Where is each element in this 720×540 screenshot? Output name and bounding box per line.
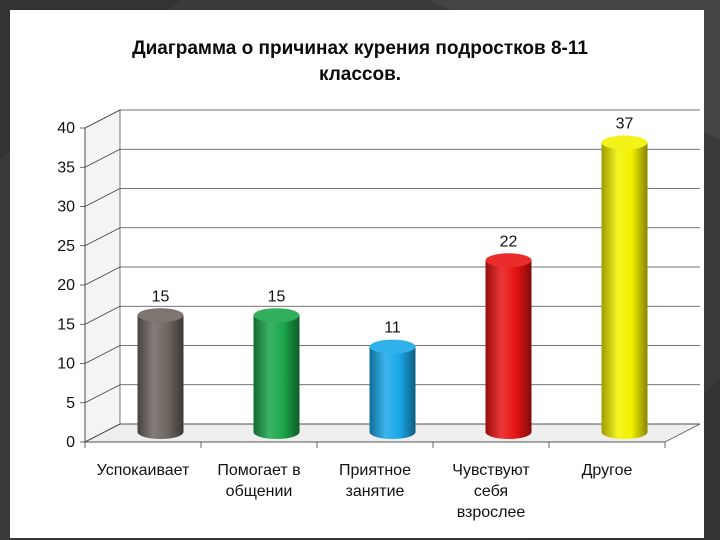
y-tick-label: 35	[57, 159, 75, 176]
y-tick-label: 30	[57, 199, 75, 216]
y-tick-label: 5	[66, 395, 75, 412]
x-tick-label: Приятное занятие	[339, 462, 411, 500]
bar-body	[369, 346, 416, 439]
data-label: 15	[152, 288, 170, 305]
bar	[369, 339, 416, 439]
x-axis-labels: Успокаивает Помогает в общении Приятное заня…	[97, 462, 633, 521]
bars	[137, 135, 648, 440]
gridline-diagonal	[84, 148, 121, 168]
y-tick-label: 25	[57, 238, 75, 255]
bar	[253, 308, 300, 439]
data-label: 15	[268, 288, 286, 305]
bar-top	[253, 308, 300, 323]
y-tick-label: 10	[57, 356, 75, 373]
gridline-diagonal	[84, 188, 121, 207]
bar-top	[601, 135, 648, 150]
gridline-diagonal	[84, 109, 121, 129]
gridline-diagonal	[84, 345, 121, 364]
bar	[601, 135, 648, 440]
y-tick-label: 20	[57, 277, 75, 294]
gridline-diagonal	[84, 384, 121, 404]
data-labels: 15 15 11 22 37	[152, 116, 634, 337]
bar-top	[369, 339, 416, 354]
bar-body	[137, 315, 184, 439]
gridline-diagonal	[84, 266, 121, 286]
y-tick-label: 0	[66, 434, 75, 451]
bar-body	[601, 142, 648, 440]
bar	[485, 253, 532, 439]
x-tick-label: Успокаивает	[97, 462, 190, 479]
x-tick-label: Помогает в общении	[217, 462, 300, 500]
gridline-diagonal	[84, 227, 121, 247]
data-label: 22	[500, 233, 518, 250]
gridline-diagonal	[84, 305, 121, 325]
gridline-diagonal	[84, 423, 121, 443]
y-tick-label: 15	[57, 316, 75, 333]
x-tick-label: Чувствуют себя взрослее	[452, 462, 530, 521]
bar-top	[137, 308, 184, 323]
x-tick-label: Другое	[582, 462, 633, 479]
bar-body	[485, 260, 532, 439]
bar	[137, 308, 184, 439]
bar-body	[253, 315, 300, 439]
y-axis-ticks: 0 5 10 15 20 25 30 35 40	[57, 120, 75, 451]
chart-title: Диаграмма о причинах курения подростков …	[132, 38, 588, 85]
y-tick-label: 40	[57, 120, 75, 137]
data-label: 11	[384, 320, 401, 337]
data-label: 37	[616, 116, 634, 133]
bar-top	[485, 253, 532, 268]
